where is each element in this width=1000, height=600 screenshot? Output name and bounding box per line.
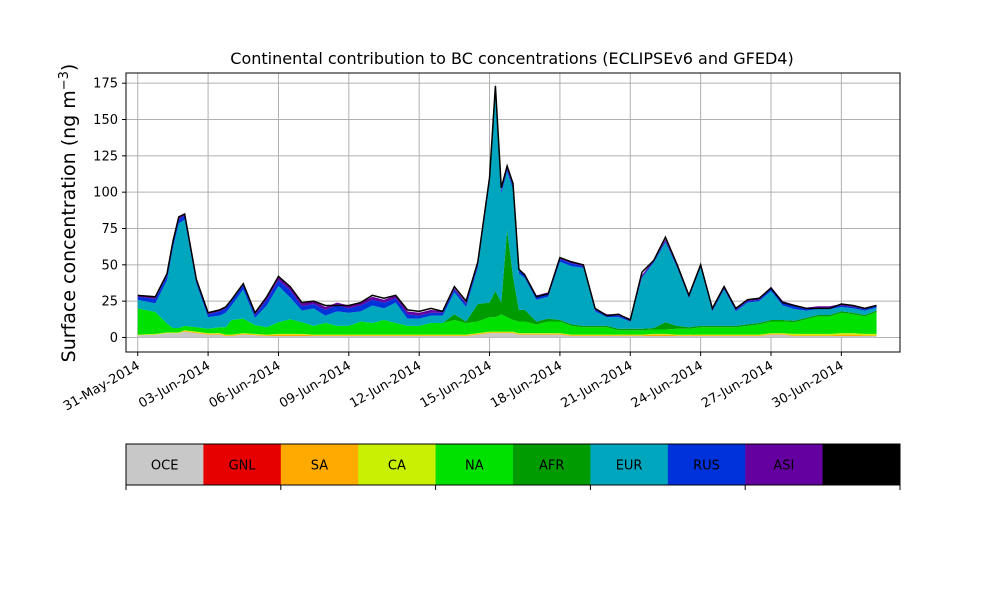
- x-tick-label: 21-Jun-2014: [558, 358, 635, 411]
- y-axis-label: Surface concentration (ng m−3): [57, 64, 80, 363]
- x-tick-label: 12-Jun-2014: [347, 358, 424, 411]
- legend-label-rus: RUS: [693, 459, 720, 474]
- area-sa: [137, 330, 877, 337]
- y-axis: 0 25 50 75 100 125 150 175: [93, 77, 126, 346]
- legend-label-sa: SA: [311, 459, 328, 474]
- y-axis-label-main: Surface concentration (ng m: [58, 90, 80, 362]
- x-axis: 31-May-201403-Jun-201406-Jun-201409-Jun-…: [61, 352, 846, 414]
- legend-swatch-oce: [126, 444, 204, 485]
- y-tick-label: 125: [93, 149, 118, 164]
- legend-label-na: NA: [465, 459, 484, 474]
- x-tick-label: 15-Jun-2014: [418, 358, 495, 411]
- legend-swatch-rus: [667, 444, 746, 485]
- legend-swatch-sa: [280, 444, 359, 485]
- legend-label-eur: EUR: [616, 459, 643, 474]
- x-tick-label: 03-Jun-2014: [136, 358, 213, 411]
- legend-label-ca: CA: [388, 459, 406, 474]
- legend-label-asi: ASI: [773, 459, 794, 474]
- y-tick-label: 175: [93, 77, 118, 92]
- legend-swatch-asi: [745, 444, 824, 485]
- y-axis-label-exponent: −3: [57, 71, 72, 90]
- y-tick-label: 150: [93, 113, 118, 128]
- y-tick-label: 0: [110, 331, 118, 346]
- stacked-areas: [137, 83, 877, 338]
- chart-title: Continental contribution to BC concentra…: [230, 49, 793, 68]
- plot-frame: [125, 72, 901, 353]
- legend-label-oce: OCE: [151, 459, 179, 474]
- legend-label-aus: AUS: [848, 459, 875, 474]
- total-line: [137, 86, 877, 322]
- area-ca: [137, 330, 877, 336]
- legend: OCE GNL SA CA NA AFR EUR RUS ASI AUS: [125, 443, 901, 490]
- legend-frame: [125, 443, 901, 486]
- y-tick-label: 75: [101, 222, 118, 237]
- area-afr: [137, 229, 877, 331]
- y-tick-label: 100: [93, 186, 118, 201]
- y-tick-label: 25: [101, 295, 118, 310]
- x-tick-label: 09-Jun-2014: [277, 358, 354, 411]
- legend-swatch-ca: [358, 444, 437, 485]
- legend-swatch-gnl: [203, 444, 282, 485]
- x-tick-label: 24-Jun-2014: [629, 358, 706, 411]
- x-tick-label: 31-May-2014: [61, 358, 143, 414]
- legend-swatch-aus: [822, 444, 901, 485]
- legend-swatch-na: [435, 444, 514, 485]
- area-na: [137, 308, 877, 335]
- y-axis-label-close: ): [58, 64, 80, 71]
- legend-label-afr: AFR: [539, 459, 564, 474]
- x-tick-label: 27-Jun-2014: [699, 358, 776, 411]
- x-tick-label: 30-Jun-2014: [770, 358, 847, 411]
- legend-label-gnl: GNL: [229, 459, 257, 474]
- area-eur: [137, 87, 877, 329]
- legend-swatch-eur: [590, 444, 669, 485]
- x-tick-label: 06-Jun-2014: [207, 358, 284, 411]
- legend-swatch-afr: [513, 444, 591, 485]
- x-tick-label: 18-Jun-2014: [488, 358, 565, 411]
- y-tick-label: 50: [101, 258, 118, 273]
- total-line-path: [137, 86, 877, 322]
